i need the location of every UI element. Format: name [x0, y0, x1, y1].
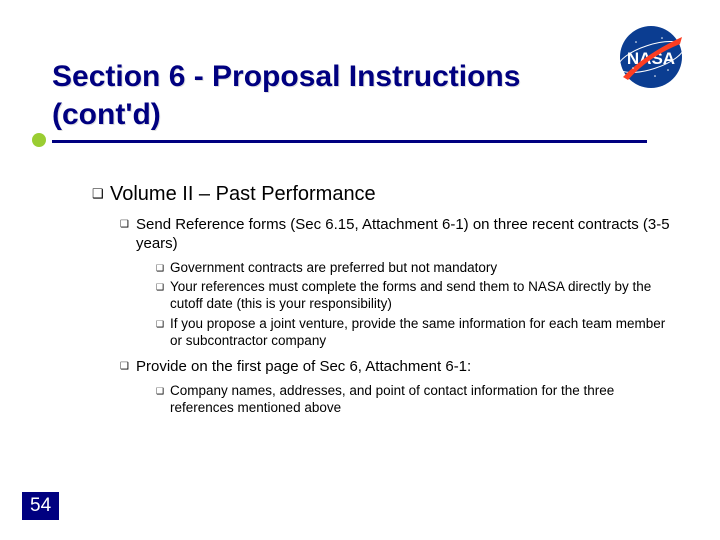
list-item: ❑ Send Reference forms (Sec 6.15, Attach… [120, 216, 672, 254]
level2-text: Provide on the first page of Sec 6, Atta… [136, 358, 471, 377]
title-underline [52, 140, 647, 143]
bullet-icon: ❑ [156, 279, 170, 313]
level3-text: Company names, addresses, and point of c… [170, 383, 672, 417]
bullet-icon: ❑ [120, 358, 136, 377]
bullet-icon: ❑ [92, 182, 110, 206]
level3-text: Government contracts are preferred but n… [170, 260, 497, 277]
level2-text: Send Reference forms (Sec 6.15, Attachme… [136, 216, 672, 254]
slide-content: ❑ Volume II – Past Performance ❑ Send Re… [92, 182, 672, 424]
bullet-icon: ❑ [120, 216, 136, 254]
list-item: ❑ Your references must complete the form… [156, 279, 672, 313]
list-item: ❑ Company names, addresses, and point of… [156, 383, 672, 417]
page-number: 54 [22, 492, 59, 520]
slide-title: Section 6 - Proposal Instructions (cont'… [52, 58, 632, 133]
list-item: ❑ Government contracts are preferred but… [156, 260, 672, 277]
slide-title-block: Section 6 - Proposal Instructions (cont'… [52, 58, 632, 133]
level3-text: If you propose a joint venture, provide … [170, 316, 672, 350]
list-item: ❑ Provide on the first page of Sec 6, At… [120, 358, 672, 377]
bullet-icon: ❑ [156, 260, 170, 277]
list-item: ❑ If you propose a joint venture, provid… [156, 316, 672, 350]
bullet-icon: ❑ [156, 316, 170, 350]
level3-text: Your references must complete the forms … [170, 279, 672, 313]
level1-text: Volume II – Past Performance [110, 182, 376, 206]
bullet-icon: ❑ [156, 383, 170, 417]
list-item: ❑ Volume II – Past Performance [92, 182, 672, 206]
accent-dot [32, 133, 46, 147]
